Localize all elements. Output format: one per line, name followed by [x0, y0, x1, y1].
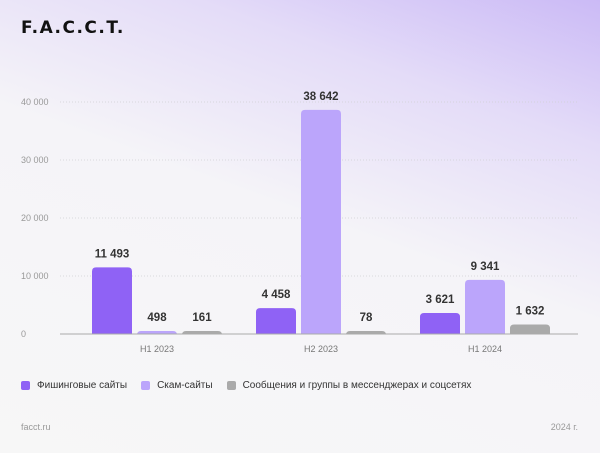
- bar: [510, 324, 550, 334]
- data-label: 3 621: [426, 294, 455, 306]
- legend: Фишинговые сайты Скам-сайты Сообщения и гр…: [21, 380, 471, 391]
- legend-item: Фишинговые сайты: [21, 380, 127, 391]
- data-label: 11 493: [95, 248, 130, 260]
- legend-label: Скам-сайты: [157, 380, 213, 391]
- footer-year: 2024 г.: [550, 422, 578, 432]
- y-tick-label: 0: [21, 329, 26, 339]
- legend-label: Сообщения и группы в мессенджерах и соцс…: [242, 380, 472, 391]
- x-tick-label: H1 2023: [140, 344, 174, 354]
- legend-swatch: [141, 381, 151, 390]
- legend-item: Скам-сайты: [141, 380, 213, 391]
- y-tick-label: 20 000: [21, 213, 49, 223]
- data-label: 4 458: [262, 289, 291, 301]
- legend-item: Сообщения и группы в мессенджерах и соцс…: [226, 380, 472, 391]
- data-label: 78: [360, 312, 373, 324]
- legend-label: Фишинговые сайты: [37, 380, 128, 391]
- data-label: 161: [192, 312, 212, 324]
- bar: [465, 279, 505, 334]
- y-tick-label: 10 000: [21, 271, 49, 281]
- x-tick-label: H2 2023: [304, 344, 338, 354]
- data-label: 1 632: [516, 306, 545, 318]
- legend-swatch: [21, 381, 30, 390]
- bar: [420, 312, 460, 334]
- data-label: 498: [147, 312, 167, 324]
- facct-logo: F.A.C.C.T.: [21, 18, 125, 38]
- x-tick-label: H1 2024: [468, 344, 502, 354]
- bar: [301, 109, 341, 334]
- y-tick-label: 40 000: [21, 97, 49, 107]
- legend-swatch: [226, 381, 236, 390]
- data-label: 38 642: [303, 91, 338, 103]
- bar: [92, 267, 132, 334]
- y-tick-label: 30 000: [21, 155, 49, 165]
- footer-site: facct.ru: [21, 422, 51, 432]
- data-label: 9 341: [471, 261, 500, 273]
- bar: [256, 308, 296, 334]
